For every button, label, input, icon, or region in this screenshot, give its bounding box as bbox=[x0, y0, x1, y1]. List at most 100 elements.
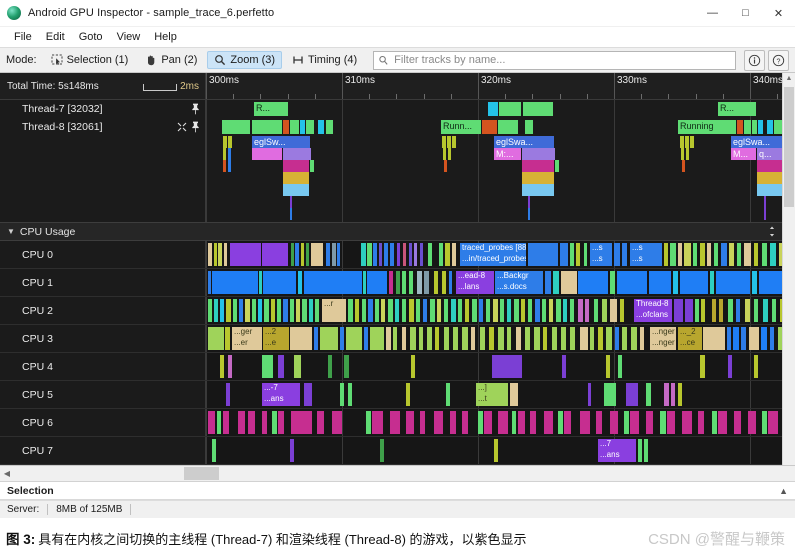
cpu-slice[interactable] bbox=[549, 299, 553, 322]
cpu-slice[interactable] bbox=[507, 327, 511, 350]
cpu-slice[interactable] bbox=[226, 383, 230, 406]
timeline-slice[interactable]: Runn... bbox=[441, 120, 481, 134]
timeline-slice[interactable] bbox=[290, 208, 292, 220]
cpu-slice[interactable] bbox=[406, 411, 414, 434]
cpu-slice[interactable] bbox=[218, 243, 222, 266]
track-row-thread-7[interactable]: Thread-7 [32032] R... R... bbox=[0, 100, 795, 118]
cpu-slice[interactable] bbox=[486, 299, 490, 322]
cpu-slice[interactable] bbox=[544, 411, 553, 434]
caret-up-icon[interactable]: ▲ bbox=[779, 485, 788, 496]
cpu-slice[interactable] bbox=[673, 271, 678, 294]
cpu-slice[interactable] bbox=[278, 355, 284, 378]
cpu-slice[interactable] bbox=[728, 299, 733, 322]
cpu-slice[interactable] bbox=[741, 327, 746, 350]
cpu-slice[interactable] bbox=[290, 439, 294, 462]
cpu-slice[interactable] bbox=[212, 439, 216, 462]
cpu-slice[interactable] bbox=[712, 411, 717, 434]
cpu-slice[interactable] bbox=[674, 299, 683, 322]
cpu-slice[interactable] bbox=[402, 271, 406, 294]
cpu-slice[interactable] bbox=[411, 355, 415, 378]
pin-icon[interactable] bbox=[191, 121, 200, 133]
cpu-slice[interactable] bbox=[562, 355, 566, 378]
info-button[interactable] bbox=[744, 49, 765, 71]
cpu-slice[interactable] bbox=[223, 411, 229, 434]
cpu-slice[interactable] bbox=[337, 243, 340, 266]
cpu-slice[interactable] bbox=[420, 411, 425, 434]
cpu-slice[interactable] bbox=[752, 271, 757, 294]
cpu-slice[interactable] bbox=[435, 327, 439, 350]
cpu-slice[interactable] bbox=[384, 243, 388, 266]
cpu-slice[interactable] bbox=[484, 411, 492, 434]
cpu-slice[interactable] bbox=[406, 383, 410, 406]
timeline-slice[interactable] bbox=[222, 120, 250, 134]
track-header-thread-7[interactable]: Thread-7 [32032] bbox=[0, 100, 206, 118]
timeline-slice[interactable] bbox=[528, 196, 530, 208]
cpu-row[interactable]: CPU 1 ...ead-8 ...lans ...Backgr ...s.docs bbox=[0, 269, 795, 297]
cpu-slice[interactable] bbox=[224, 243, 227, 266]
cpu-slice[interactable] bbox=[208, 327, 224, 350]
cpu-slice[interactable] bbox=[388, 299, 393, 322]
cpu-slice[interactable] bbox=[602, 299, 607, 322]
cpu-slice[interactable] bbox=[528, 243, 558, 266]
cpu-row-header[interactable]: CPU 6 bbox=[0, 409, 206, 436]
cpu-slice[interactable] bbox=[214, 243, 217, 266]
cpu-slice[interactable] bbox=[458, 299, 462, 322]
cpu-slice[interactable] bbox=[596, 411, 602, 434]
cpu-slice[interactable] bbox=[578, 271, 608, 294]
cpu-slice[interactable] bbox=[759, 271, 785, 294]
cpu-slice[interactable] bbox=[471, 327, 475, 350]
cpu-slice[interactable] bbox=[379, 243, 382, 266]
cpu-slice[interactable] bbox=[346, 327, 362, 350]
cpu-slice[interactable] bbox=[428, 243, 432, 266]
timeline-slice[interactable] bbox=[223, 136, 227, 148]
cpu-slice[interactable] bbox=[208, 271, 211, 294]
cpu-slice[interactable] bbox=[498, 327, 504, 350]
timeline-slice[interactable] bbox=[764, 208, 766, 220]
cpu-slice[interactable] bbox=[403, 243, 406, 266]
cpu-slice[interactable] bbox=[714, 243, 718, 266]
cpu-slice[interactable] bbox=[332, 411, 342, 434]
cpu-slice[interactable] bbox=[262, 243, 288, 266]
cpu-slice[interactable]: ...nger ...nger bbox=[650, 327, 676, 350]
cpu-slice[interactable] bbox=[264, 299, 269, 322]
cpu-slice[interactable] bbox=[670, 243, 676, 266]
timeline-slice[interactable]: M... bbox=[731, 148, 756, 160]
cpu-slice[interactable] bbox=[465, 299, 469, 322]
cpu-slice[interactable] bbox=[362, 299, 366, 322]
cpu-slice[interactable] bbox=[744, 243, 751, 266]
cpu-slice[interactable] bbox=[380, 439, 384, 462]
cpu-slice[interactable] bbox=[728, 355, 732, 378]
cpu-slice[interactable] bbox=[230, 243, 261, 266]
cpu-slice[interactable]: ...Backgr ...s.docs bbox=[495, 271, 543, 294]
cpu-slice[interactable] bbox=[622, 243, 627, 266]
cpu-slice[interactable] bbox=[450, 411, 456, 434]
cpu-slice[interactable] bbox=[590, 327, 594, 350]
cpu-slice[interactable] bbox=[762, 411, 767, 434]
cpu-slice[interactable] bbox=[239, 299, 243, 322]
cpu-slice[interactable] bbox=[233, 299, 237, 322]
cpu-slice[interactable] bbox=[563, 299, 567, 322]
timeline-slice[interactable] bbox=[448, 148, 451, 160]
timeline-slice[interactable] bbox=[306, 120, 314, 134]
cpu-slice[interactable] bbox=[682, 411, 692, 434]
cpu-slice[interactable] bbox=[543, 327, 547, 350]
timeline-slice[interactable] bbox=[283, 120, 289, 134]
cpu-slice[interactable] bbox=[291, 243, 294, 266]
cpu-slice[interactable] bbox=[417, 271, 422, 294]
timeline-slice[interactable] bbox=[522, 148, 555, 160]
cpu-row[interactable]: CPU 6 bbox=[0, 409, 795, 437]
cpu-row-header[interactable]: CPU 7 bbox=[0, 437, 206, 464]
cpu-slice[interactable]: Thread-8 ...ofclans bbox=[634, 299, 672, 322]
cpu-slice[interactable] bbox=[693, 243, 697, 266]
cpu-slice[interactable] bbox=[737, 243, 741, 266]
timeline-slice[interactable] bbox=[444, 160, 447, 172]
cpu-slice[interactable] bbox=[664, 243, 668, 266]
cpu-slice[interactable] bbox=[733, 327, 739, 350]
menu-goto[interactable]: Goto bbox=[78, 31, 103, 43]
timeline-slice[interactable] bbox=[522, 160, 554, 172]
cpu-slice[interactable] bbox=[367, 271, 387, 294]
timeline-slice[interactable]: Running bbox=[678, 120, 736, 134]
track-body-thread-8-row0[interactable]: Runn... Running bbox=[206, 118, 795, 136]
timeline-slice[interactable]: R... bbox=[254, 102, 288, 116]
cpu-slice[interactable] bbox=[684, 243, 691, 266]
